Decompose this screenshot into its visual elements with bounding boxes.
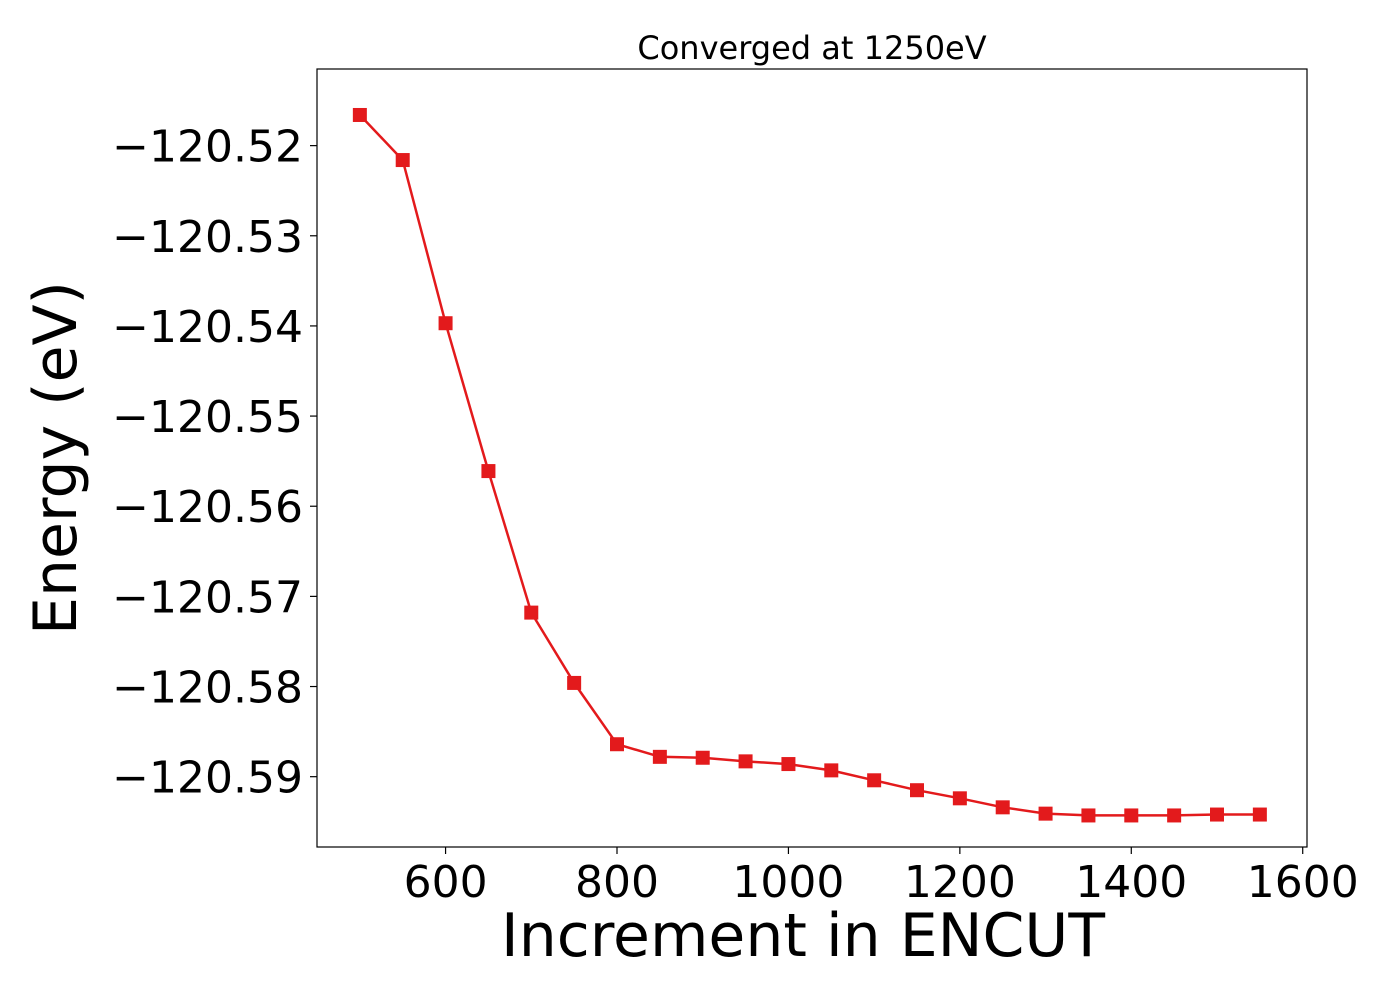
data-point (1081, 808, 1096, 823)
y-tick-label: −120.58 (112, 663, 303, 714)
y-tick-label: −120.57 (112, 572, 303, 623)
data-point (1124, 808, 1139, 823)
y-tick-label: −120.54 (112, 302, 303, 353)
data-point (652, 749, 667, 764)
x-axis-title: Increment in ENCUT (501, 901, 1105, 971)
y-tick-label: −120.56 (112, 482, 303, 533)
series-layer (352, 107, 1267, 823)
data-point (395, 153, 410, 168)
y-axis-ticks: −120.52 −120.53 −120.54 −120.55 −120.56 −120.… (112, 122, 317, 804)
x-tick-label: 600 (404, 857, 488, 908)
data-point (524, 605, 539, 620)
data-point (438, 316, 453, 331)
x-axis-ticks: 600 800 1000 1200 1400 1600 (404, 847, 1359, 908)
data-point (995, 800, 1010, 815)
x-tick-label: 1600 (1247, 857, 1359, 908)
data-point (567, 675, 582, 690)
y-axis-title: Energy (eV) (21, 281, 91, 635)
data-point (481, 464, 496, 479)
data-point (1038, 806, 1053, 821)
data-point (1210, 807, 1224, 822)
x-tick-label: 800 (575, 857, 659, 908)
plot-area (316, 68, 1308, 848)
y-tick-label: −120.55 (112, 392, 303, 443)
y-tick-label: −120.59 (112, 753, 303, 804)
data-point (952, 791, 967, 806)
series-line (358, 114, 1260, 817)
y-tick-label: −120.52 (112, 122, 303, 173)
data-point (867, 773, 882, 788)
data-point (1252, 807, 1267, 822)
data-point (824, 763, 839, 778)
x-tick-label: 1400 (1075, 857, 1187, 908)
y-tick-label: −120.53 (112, 212, 303, 263)
chart-title: Converged at 1250eV (637, 29, 986, 67)
x-tick-label: 1200 (904, 857, 1016, 908)
data-point (695, 750, 710, 765)
data-point (610, 737, 624, 752)
data-point (1167, 808, 1182, 823)
data-point (352, 107, 367, 122)
data-point (738, 754, 753, 769)
data-point (781, 757, 796, 772)
data-point (910, 783, 924, 798)
x-tick-label: 1000 (732, 857, 844, 908)
